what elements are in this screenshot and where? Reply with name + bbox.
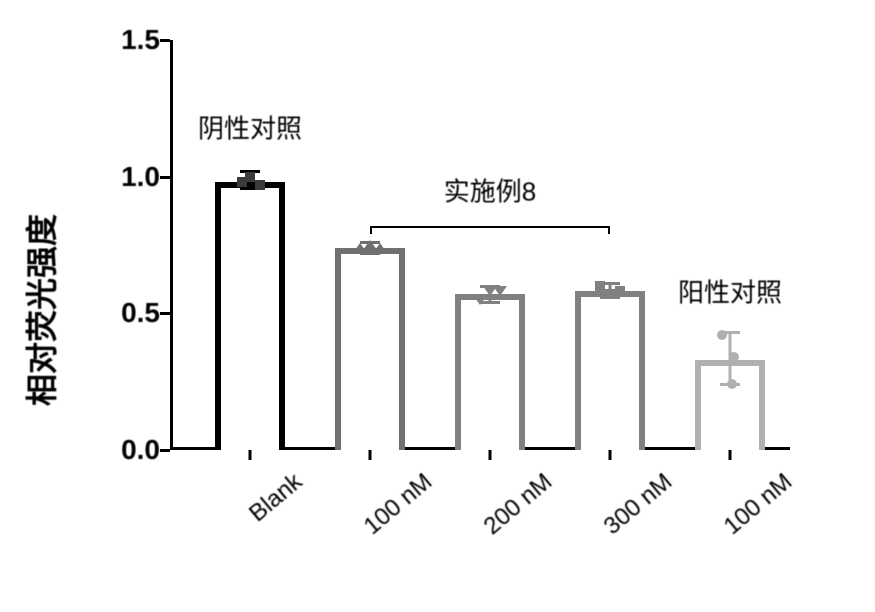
y-tick-mark: [160, 176, 170, 179]
x-tick-label: Blank: [244, 468, 308, 528]
x-tick-mark: [369, 450, 372, 460]
y-tick-mark: [160, 312, 170, 315]
y-tick-mark: [160, 39, 170, 42]
bracket-drop: [608, 226, 610, 234]
scatter-point: [727, 379, 737, 389]
scatter-point: [245, 172, 255, 182]
plot-area: 0.00.51.01.5Blank100 nM200 nM300 nM100 n…: [170, 40, 790, 450]
y-axis-label: 相对荧光强度: [17, 214, 63, 406]
scatter-point: [717, 330, 727, 340]
y-tick-label: 0.0: [121, 434, 160, 466]
scatter-point: [595, 281, 605, 291]
scatter-point: [729, 352, 739, 362]
x-tick-mark: [609, 450, 612, 460]
x-tick-mark: [249, 450, 252, 460]
bar: [215, 182, 285, 450]
scatter-point: [493, 286, 507, 296]
scatter-point: [255, 180, 265, 190]
bracket-line: [370, 226, 610, 228]
bar: [455, 294, 525, 450]
y-tick-mark: [160, 449, 170, 452]
y-tick-label: 1.0: [121, 161, 160, 193]
x-tick-label: 300 nM: [599, 468, 678, 541]
y-tick-label: 0.5: [121, 297, 160, 329]
annotation: 阴性对照: [198, 109, 302, 146]
annotation: 实施例8: [444, 172, 536, 209]
scatter-point: [373, 243, 387, 253]
x-tick-mark: [489, 450, 492, 460]
annotation: 阳性对照: [678, 273, 782, 310]
bar: [575, 291, 645, 450]
x-tick-mark: [729, 450, 732, 460]
bracket-drop: [370, 226, 372, 234]
scatter-point: [615, 286, 625, 296]
x-tick-label: 100 nM: [359, 468, 438, 541]
y-axis-line: [170, 40, 173, 450]
x-tick-label: 200 nM: [479, 468, 558, 541]
bar: [335, 248, 405, 450]
x-tick-label: 100 nM: [719, 468, 798, 541]
chart-container: 相对荧光强度 0.00.51.01.5Blank100 nM200 nM300 …: [50, 30, 830, 590]
scatter-point: [605, 289, 615, 299]
y-tick-label: 1.5: [121, 24, 160, 56]
